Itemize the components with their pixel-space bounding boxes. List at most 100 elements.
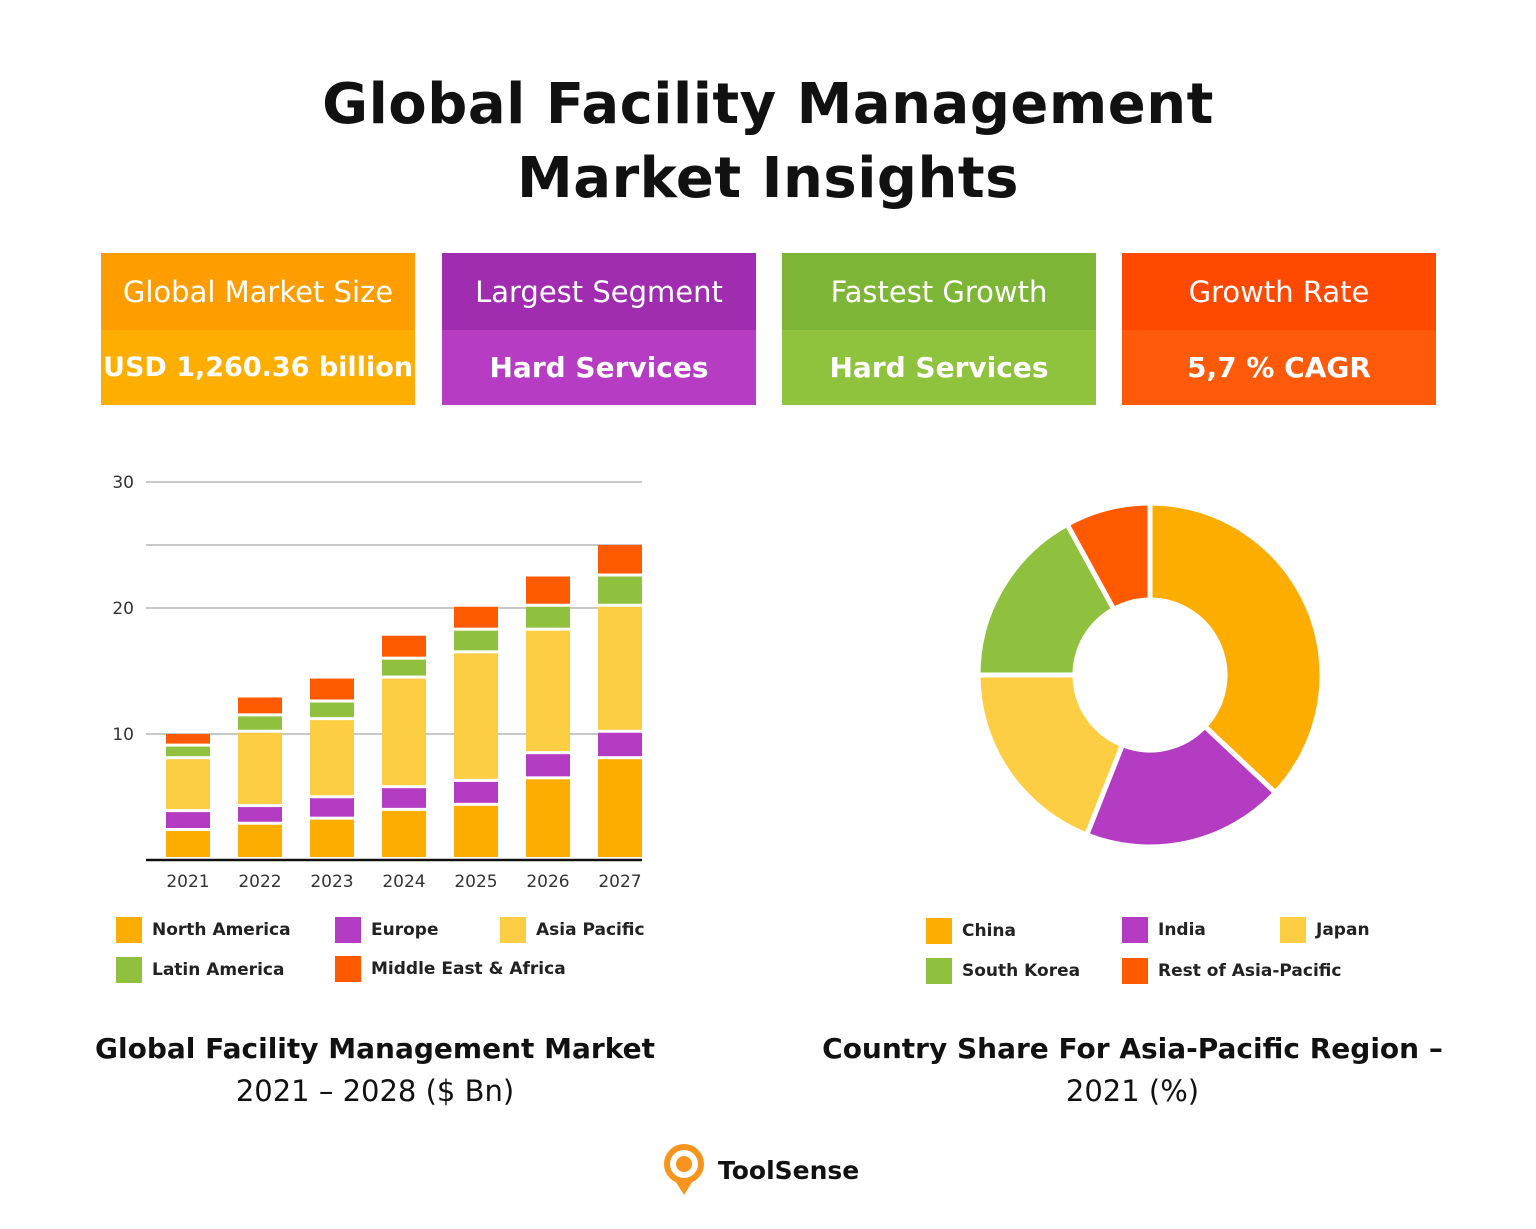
- toolsense-logo: ToolSense: [662, 1143, 859, 1197]
- card-label: Largest Segment: [442, 253, 756, 330]
- bar-segment-latin-america-2027: [598, 576, 642, 604]
- bar-chart-title: Global Facility Management Market: [95, 1032, 655, 1065]
- card-growth-rate: Growth Rate 5,7 % CAGR: [1122, 253, 1436, 405]
- donut-slice-india: [1083, 722, 1279, 850]
- bar-segment-north-america-2026: [526, 779, 570, 857]
- bar-segment-middle-east-africa-2024: [382, 635, 426, 657]
- brand-name: ToolSense: [718, 1155, 860, 1185]
- bar-segment-latin-america-2025: [454, 630, 498, 651]
- bar-segment-middle-east-africa-2027: [598, 545, 642, 574]
- donut-chart-caption: Country Share For Asia-Pacific Region – …: [800, 1028, 1465, 1112]
- legend-europe: Europe: [335, 917, 438, 943]
- bar-segment-middle-east-africa-2022: [238, 697, 282, 714]
- bar-segment-europe-2026: [526, 754, 570, 777]
- legend-china: China: [926, 918, 1016, 944]
- y-tick-label: 30: [112, 473, 134, 493]
- bar-segment-middle-east-africa-2023: [310, 678, 354, 700]
- bar-segment-middle-east-africa-2025: [454, 606, 498, 628]
- donut-slice-china: [1147, 500, 1325, 797]
- bar-segment-latin-america-2024: [382, 659, 426, 676]
- legend-south-korea: South Korea: [926, 958, 1080, 984]
- bar-segment-north-america-2021: [166, 831, 210, 857]
- legend-label: South Korea: [962, 961, 1081, 981]
- title-line-2: Market Insights: [517, 146, 1019, 211]
- card-label: Global Market Size: [101, 253, 415, 330]
- y-tick-label: 20: [112, 599, 134, 619]
- card-value: Hard Services: [782, 330, 1096, 405]
- card-global-market-size: Global Market Size USD 1,260.36 billion: [101, 253, 415, 405]
- bar-segment-north-america-2025: [454, 805, 498, 857]
- bar-segment-asia-pacific-2024: [382, 678, 426, 786]
- legend-label: Japan: [1316, 920, 1370, 940]
- legend-swatch: [1280, 917, 1306, 943]
- bar-segment-middle-east-africa-2021: [166, 734, 210, 744]
- legend-label: Asia Pacific: [536, 920, 645, 940]
- legend-label: China: [962, 921, 1016, 941]
- bar-segment-asia-pacific-2023: [310, 720, 354, 796]
- legend-swatch: [1122, 917, 1148, 943]
- bar-chart-subtitle: 2021 – 2028 ($ Bn): [235, 1074, 515, 1108]
- bar-segment-latin-america-2022: [238, 716, 282, 730]
- legend-swatch: [116, 917, 142, 943]
- x-tick-label: 2024: [382, 872, 425, 892]
- legend-label: India: [1158, 920, 1206, 940]
- bar-segment-north-america-2024: [382, 810, 426, 857]
- card-fastest-growth: Fastest Growth Hard Services: [782, 253, 1096, 405]
- card-largest-segment: Largest Segment Hard Services: [442, 253, 756, 405]
- card-value: USD 1,260.36 billion: [101, 330, 415, 405]
- legend-japan: Japan: [1280, 917, 1370, 943]
- bar-segment-latin-america-2023: [310, 702, 354, 718]
- bar-segment-europe-2021: [166, 812, 210, 829]
- legend-swatch: [335, 917, 361, 943]
- bar-chart-caption: Global Facility Management Market 2021 –…: [60, 1028, 690, 1112]
- bar-segment-north-america-2023: [310, 819, 354, 857]
- bar-segment-europe-2025: [454, 781, 498, 803]
- legend-north-america: North America: [116, 917, 291, 943]
- legend-label: North America: [152, 920, 291, 940]
- legend-swatch: [926, 918, 952, 944]
- legend-label: Latin America: [152, 960, 285, 980]
- x-tick-label: 2021: [166, 872, 209, 892]
- bar-segment-asia-pacific-2025: [454, 653, 498, 779]
- donut-chart-title: Country Share For Asia-Pacific Region –: [822, 1032, 1443, 1065]
- legend-swatch: [926, 958, 952, 984]
- bar-segment-asia-pacific-2021: [166, 759, 210, 810]
- bar-segment-asia-pacific-2022: [238, 732, 282, 805]
- card-value: Hard Services: [442, 330, 756, 405]
- legend-swatch: [335, 956, 361, 982]
- legend-latin-america: Latin America: [116, 957, 284, 983]
- x-tick-label: 2025: [454, 872, 497, 892]
- card-label: Growth Rate: [1122, 253, 1436, 330]
- legend-label: Middle East & Africa: [371, 959, 566, 979]
- y-tick-label: 10: [112, 725, 134, 745]
- legend-rest-of-asia-pacific: Rest of Asia-Pacific: [1122, 958, 1341, 984]
- donut-slice-japan: [975, 672, 1126, 839]
- page-title: Global Facility Management Market Insigh…: [0, 68, 1536, 216]
- legend-middle-east-africa: Middle East & Africa: [335, 956, 566, 982]
- bar-segment-europe-2023: [310, 798, 354, 817]
- legend-india: India: [1122, 917, 1206, 943]
- x-tick-label: 2022: [238, 872, 281, 892]
- legend-label: Rest of Asia-Pacific: [1158, 961, 1342, 981]
- card-value: 5,7 % CAGR: [1122, 330, 1436, 405]
- bar-segment-north-america-2022: [238, 824, 282, 857]
- bar-segment-middle-east-africa-2026: [526, 576, 570, 604]
- x-tick-label: 2023: [310, 872, 353, 892]
- bar-segment-latin-america-2021: [166, 746, 210, 757]
- legend-swatch: [1122, 958, 1148, 984]
- donut-slice-rest-of-asia-pacific: [1063, 500, 1153, 613]
- legend-label: Europe: [371, 920, 439, 940]
- bar-segment-europe-2022: [238, 807, 282, 822]
- bar-segment-asia-pacific-2026: [526, 630, 570, 752]
- bar-segment-asia-pacific-2027: [598, 606, 642, 730]
- card-label: Fastest Growth: [782, 253, 1096, 330]
- bar-segment-europe-2024: [382, 788, 426, 808]
- x-tick-label: 2026: [526, 872, 569, 892]
- bar-segment-europe-2027: [598, 732, 642, 757]
- bar-segment-latin-america-2026: [526, 606, 570, 628]
- legend-asia-pacific: Asia Pacific: [500, 917, 645, 943]
- donut-slice-south-korea: [975, 520, 1118, 678]
- legend-swatch: [500, 917, 526, 943]
- bar-segment-north-america-2027: [598, 759, 642, 857]
